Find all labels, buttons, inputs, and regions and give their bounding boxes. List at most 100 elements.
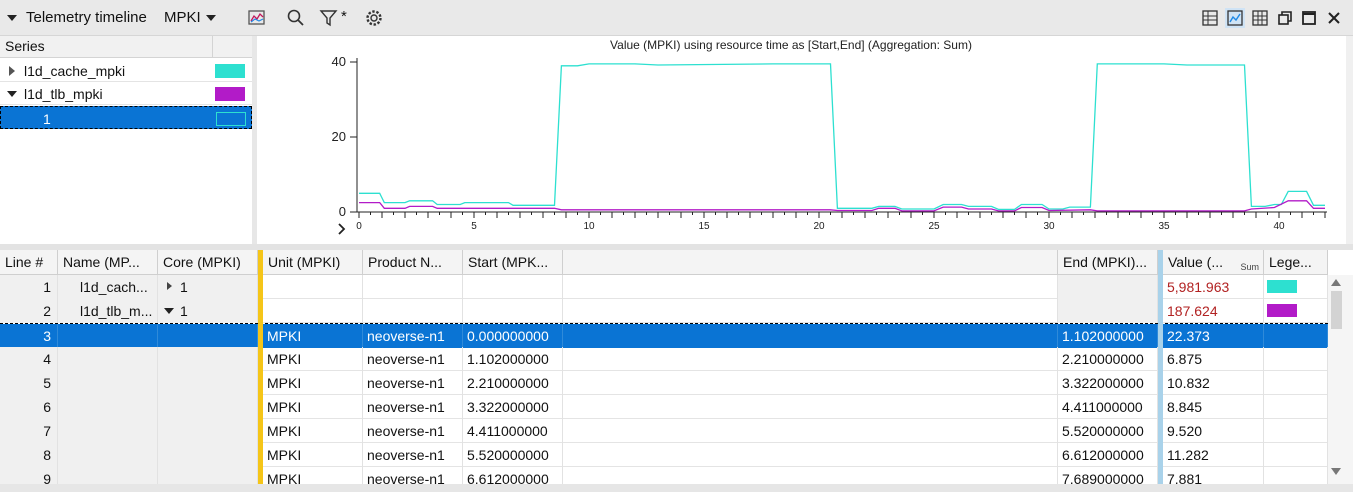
table-row[interactable]: 7 MPKI neoverse-n1 4.411000000 5.520000000 9.…: [0, 419, 1328, 443]
cell-start: 1.102000000: [463, 347, 563, 371]
cell-unit: MPKI: [263, 324, 363, 348]
line-chart-icon[interactable]: [1225, 8, 1245, 28]
graph-bar[interactable]: [1158, 250, 1163, 484]
horizontal-splitter[interactable]: [0, 244, 1353, 250]
series-line-1[interactable]: [359, 200, 1325, 212]
cell-spacer: [563, 324, 1058, 348]
chevron-right-icon[interactable]: [338, 223, 346, 235]
collapse-arrow-icon[interactable]: [164, 308, 174, 314]
x-tick-label: 5: [471, 221, 477, 232]
chart-scrollbar[interactable]: [1346, 36, 1353, 244]
series-item-core-1[interactable]: 1: [0, 106, 252, 129]
search-icon[interactable]: [286, 8, 306, 28]
cell-start: 0.000000000: [463, 324, 563, 348]
cell-product: [363, 299, 463, 323]
name-text: l1d_tlb_m...: [80, 303, 153, 319]
cell-line: 4: [0, 347, 58, 371]
cell-line: 6: [0, 395, 58, 419]
cell-value: 5,981.963: [1163, 275, 1264, 299]
scroll-thumb[interactable]: [1331, 291, 1342, 329]
table-row[interactable]: 5 MPKI neoverse-n1 2.210000000 3.322000000 10…: [0, 371, 1328, 395]
telemetry-toolbar: Telemetry timeline MPKI *: [0, 0, 1353, 36]
column-header-end[interactable]: End (MPKI)...: [1058, 250, 1158, 275]
cell-start: 3.322000000: [463, 395, 563, 419]
cell-start: 2.210000000: [463, 371, 563, 395]
table-row[interactable]: 6 MPKI neoverse-n1 3.322000000 4.411000000 8.…: [0, 395, 1328, 419]
cell-value: 22.373: [1163, 324, 1264, 348]
vertical-splitter[interactable]: [252, 36, 257, 244]
column-header-product[interactable]: Product N...: [363, 250, 463, 275]
cell-unit: MPKI: [263, 371, 363, 395]
restore-icon[interactable]: [1275, 8, 1295, 28]
collapse-panel-icon[interactable]: [7, 15, 17, 21]
chart-area[interactable]: Value (MPKI) using resource time as [Sta…: [257, 36, 1353, 244]
cell-legend: [1264, 419, 1328, 443]
cell-legend: [1264, 467, 1328, 484]
cell-name: [58, 324, 158, 348]
cell-end: 3.322000000: [1058, 371, 1158, 395]
pivot-bar[interactable]: [258, 250, 263, 484]
grid-vertical-scrollbar[interactable]: [1328, 275, 1353, 484]
cell-spacer: [563, 419, 1058, 443]
series-header: Series: [0, 36, 252, 58]
collapse-arrow-icon[interactable]: [7, 91, 17, 97]
maximize-icon[interactable]: [1299, 8, 1319, 28]
table-row[interactable]: 9 MPKI neoverse-n1 6.612000000 7.689000000 7.…: [0, 467, 1328, 484]
cell-core: [158, 371, 258, 395]
cell-spacer: [563, 275, 1058, 299]
grid-icon[interactable]: [1250, 8, 1270, 28]
cell-core: [158, 347, 258, 371]
expand-arrow-icon[interactable]: [9, 66, 15, 76]
gear-icon[interactable]: [364, 8, 384, 28]
chevron-down-icon[interactable]: [206, 15, 216, 21]
column-header-start[interactable]: Start (MPK...: [463, 250, 563, 275]
cell-core: [158, 324, 258, 348]
cell-end: 7.689000000: [1058, 467, 1158, 484]
table-chart-icon[interactable]: [1200, 8, 1220, 28]
scroll-up-icon[interactable]: [1331, 279, 1341, 286]
column-header-line[interactable]: Line #: [0, 250, 58, 275]
expand-arrow-icon[interactable]: [167, 282, 172, 290]
cell-product: [363, 275, 463, 299]
cell-end: 6.612000000: [1058, 443, 1158, 467]
x-tick-label: 35: [1158, 221, 1170, 232]
table-row[interactable]: 4 MPKI neoverse-n1 1.102000000 2.210000000 6.…: [0, 347, 1328, 371]
cell-unit: [263, 275, 363, 299]
filter-icon[interactable]: [319, 8, 339, 28]
table-row[interactable]: 8 MPKI neoverse-n1 5.520000000 6.612000000 11…: [0, 443, 1328, 467]
cell-name: l1d_tlb_m...: [58, 299, 158, 323]
column-header-legend[interactable]: Lege...: [1264, 250, 1328, 275]
chart-settings-icon[interactable]: [247, 8, 267, 28]
series-line-0[interactable]: [359, 63, 1325, 211]
view-selector[interactable]: MPKI: [164, 9, 201, 26]
cell-value: 6.875: [1163, 347, 1264, 371]
telemetry-line-chart[interactable]: Value (MPKI) using resource time as [Sta…: [257, 36, 1346, 244]
table-row[interactable]: 3 MPKI neoverse-n1 0.000000000 1.102000000 22…: [0, 323, 1328, 348]
column-header-unit[interactable]: Unit (MPKI): [263, 250, 363, 275]
cell-core: 1: [158, 299, 258, 323]
cell-core: [158, 467, 258, 484]
scroll-down-icon[interactable]: [1331, 468, 1341, 475]
x-tick-label: 15: [698, 221, 710, 232]
table-row[interactable]: 2 l1d_tlb_m... 1 187.624: [0, 299, 1328, 323]
series-color-swatch: [215, 87, 245, 101]
cell-start: [463, 299, 563, 323]
grid-horizontal-scrollbar[interactable]: [0, 484, 1353, 492]
series-item-l1d-tlb-mpki[interactable]: l1d_tlb_mpki: [0, 82, 252, 105]
cell-end: [1058, 299, 1158, 323]
column-header-value[interactable]: Value (... Sum: [1163, 250, 1264, 275]
cell-product: neoverse-n1: [363, 419, 463, 443]
x-tick-label: 0: [356, 221, 362, 232]
column-header-core[interactable]: Core (MPKI): [158, 250, 258, 275]
cell-unit: MPKI: [263, 395, 363, 419]
close-icon[interactable]: [1324, 8, 1344, 28]
y-tick-label: 20: [332, 129, 346, 144]
column-header-spacer: [563, 250, 1058, 275]
series-item-l1d-cache-mpki[interactable]: l1d_cache_mpki: [0, 59, 252, 82]
cell-core: 1: [158, 275, 258, 299]
column-header-name[interactable]: Name (MP...: [58, 250, 158, 275]
series-item-label: 1: [43, 111, 51, 127]
table-row[interactable]: 1 l1d_cach... 1 5,981.963: [0, 275, 1328, 299]
x-tick-label: 10: [583, 221, 595, 232]
cell-spacer: [563, 347, 1058, 371]
